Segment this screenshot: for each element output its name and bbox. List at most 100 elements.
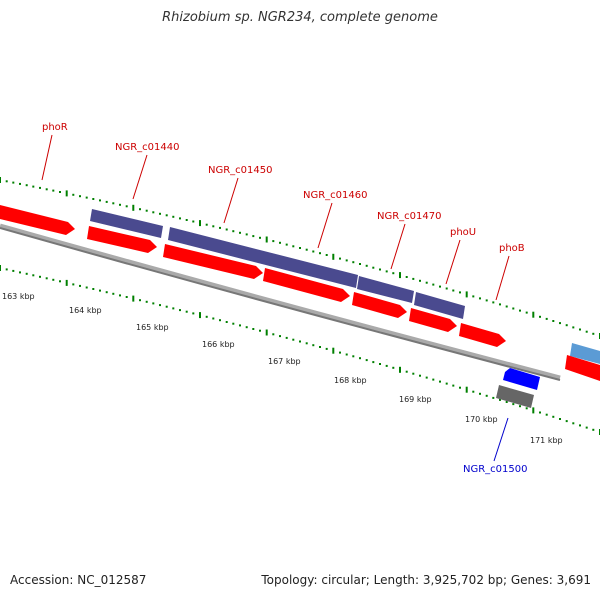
minor-tick [5, 180, 8, 183]
minor-tick [365, 264, 368, 267]
minor-tick [185, 219, 188, 221]
minor-tick [479, 392, 481, 395]
scale-tick-label: 166 kbp [202, 340, 235, 349]
minor-tick [392, 272, 395, 275]
minor-tick [565, 420, 568, 423]
minor-tick [425, 376, 428, 379]
minor-tick [25, 184, 28, 187]
minor-tick [405, 276, 408, 278]
minor-tick [92, 288, 95, 290]
minor-tick [579, 424, 581, 427]
minor-tick [19, 271, 21, 274]
gene-label-ngr-c01460: NGR_c01460 [303, 190, 368, 201]
minor-tick [385, 270, 388, 273]
accession-text: Accession: NC_012587 [10, 573, 147, 587]
minor-tick [225, 228, 228, 231]
minor-tick [472, 295, 475, 298]
minor-tick [139, 299, 141, 302]
minor-tick [352, 355, 355, 358]
minor-tick [372, 266, 375, 269]
minor-tick [592, 332, 595, 335]
minor-tick [5, 268, 8, 271]
minor-tick [492, 301, 495, 304]
minor-tick [472, 390, 475, 393]
minor-tick [92, 198, 95, 200]
minor-tick [539, 315, 541, 318]
minor-tick [259, 329, 261, 332]
minor-tick [339, 257, 341, 260]
scale-tick-label: 164 kbp [69, 306, 102, 315]
minor-tick [185, 310, 188, 313]
minor-tick [59, 191, 61, 193]
gene-label-ngr-c01440: NGR_c01440 [115, 142, 180, 153]
major-tick [399, 272, 401, 279]
minor-tick [99, 199, 101, 202]
gene-track [90, 209, 600, 364]
major-tick [532, 311, 535, 318]
minor-tick [245, 326, 248, 329]
minor-tick [479, 297, 481, 300]
minor-tick [519, 309, 521, 312]
genome-backbone [0, 223, 561, 381]
map-title: Rhizobium sp. NGR234, complete genome [162, 10, 438, 25]
minor-tick [385, 364, 388, 367]
minor-tick [239, 324, 241, 327]
minor-tick [79, 284, 81, 287]
minor-tick [312, 344, 315, 347]
minor-tick [525, 311, 528, 314]
minor-tick [272, 240, 275, 243]
cds-track [0, 205, 600, 381]
major-tick [0, 177, 1, 183]
minor-tick [405, 370, 408, 373]
minor-tick [245, 233, 248, 236]
minor-tick [152, 211, 155, 214]
minor-tick [305, 342, 308, 345]
scale-tick-label: 168 kbp [334, 376, 367, 385]
minor-tick [505, 401, 508, 403]
major-tick [265, 236, 268, 243]
minor-tick [485, 394, 488, 397]
minor-tick [179, 217, 181, 220]
minor-tick [445, 287, 448, 290]
minor-tick [205, 315, 208, 318]
minor-tick [559, 322, 561, 325]
minor-tick [572, 422, 575, 425]
minor-tick [299, 340, 301, 343]
major-tick [465, 291, 468, 298]
minor-tick [279, 335, 281, 338]
minor-tick [319, 252, 321, 255]
minor-tick [445, 382, 448, 385]
minor-tick [559, 418, 561, 420]
minor-tick [492, 396, 495, 399]
minor-tick [105, 291, 108, 294]
minor-tick [279, 241, 281, 244]
minor-tick [152, 302, 155, 305]
minor-tick [59, 280, 61, 283]
minor-tick [239, 231, 241, 234]
minor-tick [352, 261, 355, 264]
minor-tick [12, 181, 15, 184]
minor-tick [519, 405, 521, 408]
gene-label-phoR: phoR [42, 122, 68, 133]
minor-tick [459, 386, 461, 389]
minor-tick [125, 296, 128, 298]
minor-tick [192, 220, 195, 223]
minor-tick [339, 351, 341, 354]
gene-label-ngr-c01470: NGR_c01470 [377, 211, 442, 222]
minor-tick [512, 403, 515, 406]
minor-tick [552, 320, 555, 322]
minor-tick [525, 407, 528, 410]
gene-block [168, 227, 358, 288]
minor-tick [505, 305, 508, 308]
minor-tick [512, 307, 515, 310]
minor-tick [119, 294, 121, 297]
minor-tick [305, 248, 308, 251]
outer-tick-track [0, 177, 600, 339]
gene-label-ngr-c01500: NGR_c01500 [463, 464, 528, 475]
minor-tick [252, 328, 255, 330]
minor-tick [172, 215, 175, 218]
major-tick [0, 265, 1, 271]
minor-tick [165, 214, 168, 217]
gene-block [570, 343, 600, 364]
